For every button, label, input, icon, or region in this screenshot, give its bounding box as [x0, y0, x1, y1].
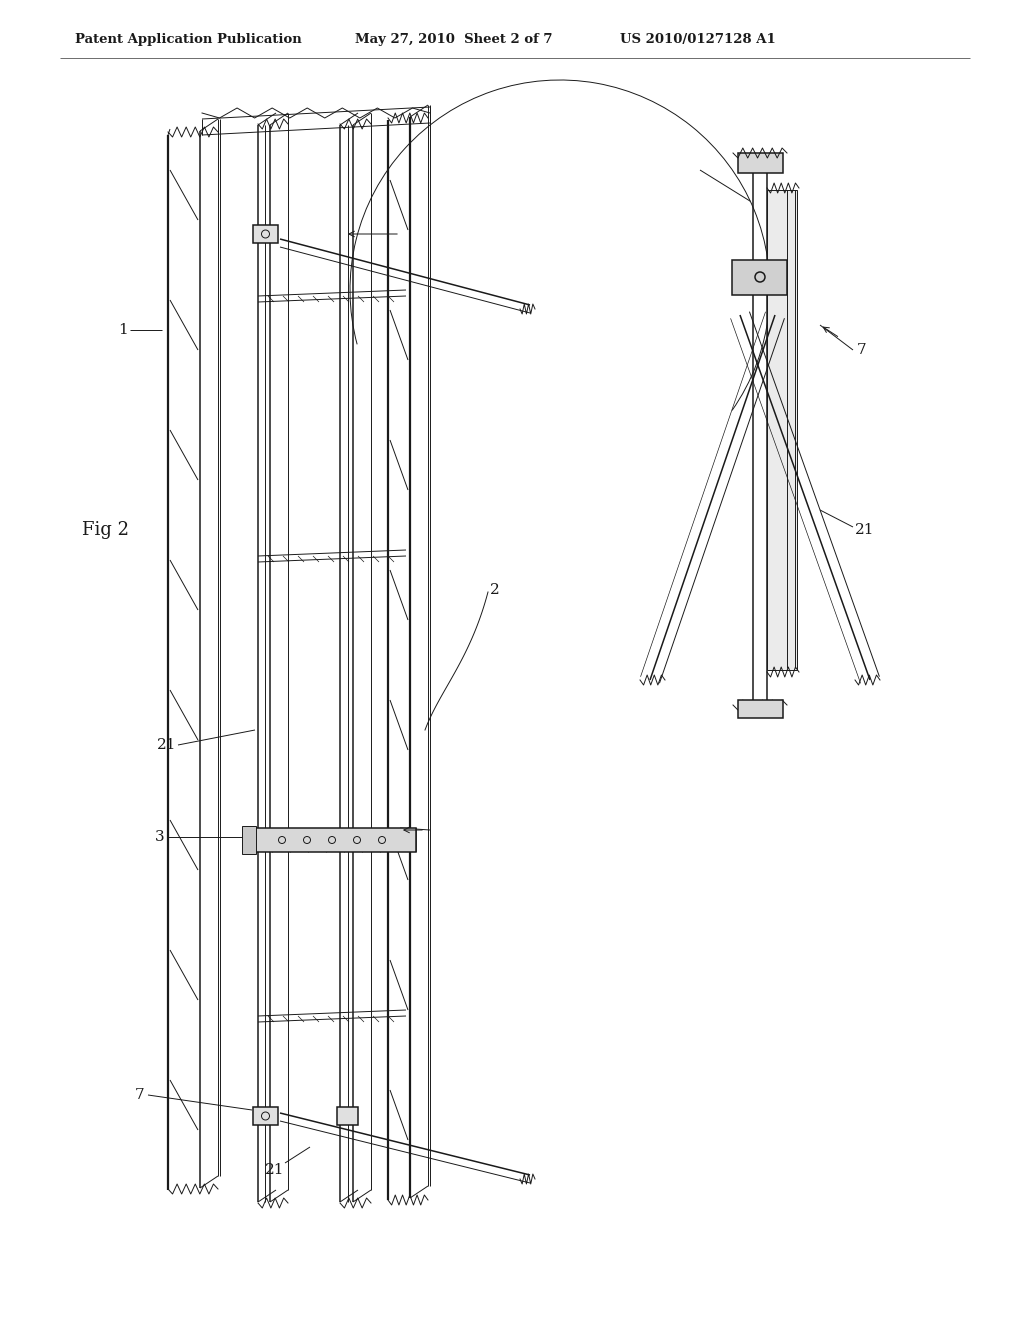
Text: US 2010/0127128 A1: US 2010/0127128 A1 [620, 33, 776, 46]
Text: 21: 21 [157, 738, 176, 752]
Bar [732, 260, 787, 294]
Text: 7: 7 [135, 1088, 144, 1102]
Text: 21: 21 [855, 523, 874, 537]
Text: 2: 2 [490, 583, 500, 597]
Text: 1: 1 [118, 323, 128, 337]
Bar [253, 224, 278, 243]
Text: May 27, 2010  Sheet 2 of 7: May 27, 2010 Sheet 2 of 7 [355, 33, 553, 46]
Bar [252, 828, 416, 851]
Text: 3: 3 [155, 830, 165, 843]
Text: Patent Application Publication: Patent Application Publication [75, 33, 302, 46]
Bar [738, 700, 783, 718]
Bar [253, 1107, 278, 1125]
Text: 21: 21 [265, 1163, 285, 1177]
Bar [767, 190, 797, 671]
Bar [337, 1107, 358, 1125]
Text: 7: 7 [857, 343, 866, 356]
Bar [242, 826, 256, 854]
Bar [738, 153, 783, 173]
Text: Fig 2: Fig 2 [82, 521, 129, 539]
